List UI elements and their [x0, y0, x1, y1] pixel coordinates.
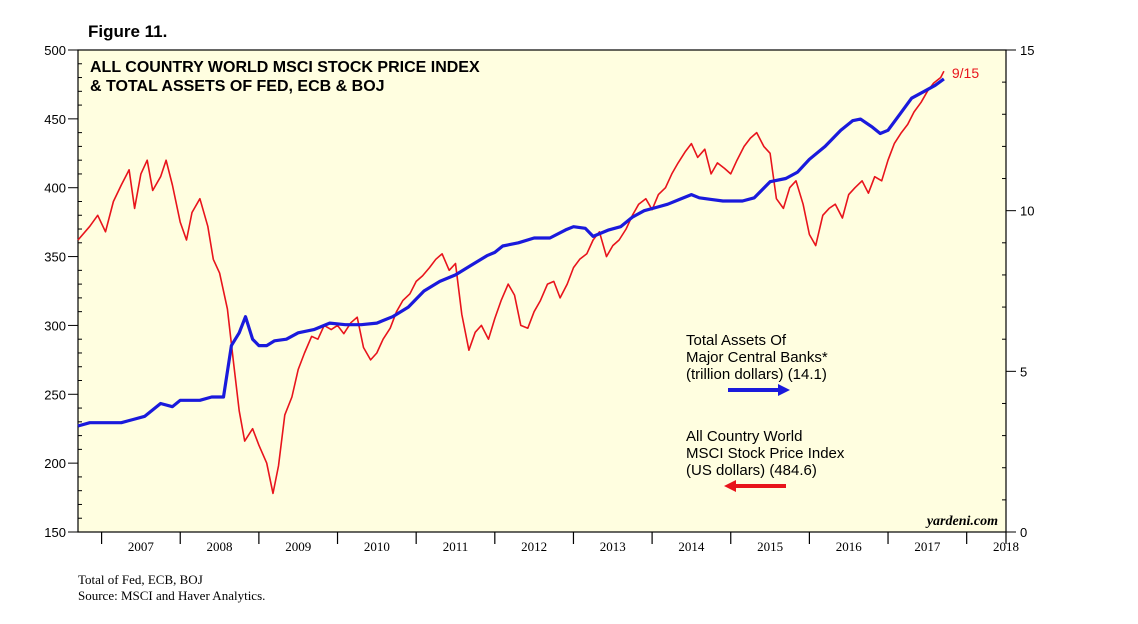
watermark: yardeni.com: [925, 514, 998, 529]
x-tick-label: 2012: [521, 539, 547, 554]
left-tick-label: 450: [44, 112, 66, 127]
right-tick-label: 0: [1020, 525, 1027, 540]
legend-assets-line3: (trillion dollars) (14.1): [686, 366, 827, 383]
legend-msci-arrow: [724, 480, 786, 492]
x-tick-label: 2008: [207, 539, 233, 554]
x-tick-label: 2016: [836, 539, 863, 554]
figure-label: Figure 11.: [88, 22, 168, 41]
right-tick-label: 15: [1020, 43, 1034, 58]
footnote-note: Total of Fed, ECB, BOJ: [78, 572, 203, 587]
x-tick-label: 2011: [443, 539, 469, 554]
x-tick-label: 2010: [364, 539, 390, 554]
x-tick-label: 2007: [128, 539, 155, 554]
plot-background: [77, 49, 1007, 533]
series-layer: [77, 70, 945, 495]
legend-msci-line2: MSCI Stock Price Index: [686, 445, 845, 462]
legend-assets-line2: Major Central Banks*: [686, 349, 828, 366]
chart-title-line1: ALL COUNTRY WORLD MSCI STOCK PRICE INDEX: [90, 59, 480, 76]
left-tick-label: 200: [44, 456, 66, 471]
left-tick-label: 350: [44, 250, 66, 265]
msci-index-line: [77, 70, 945, 495]
left-tick-label: 150: [44, 525, 66, 540]
right-y-axis: 0 5 10 15: [1002, 43, 1034, 540]
x-tick-label: 2017: [914, 539, 941, 554]
x-tick-label: 2014: [678, 539, 705, 554]
x-tick-label: 2013: [600, 539, 626, 554]
left-tick-label: 300: [44, 318, 66, 333]
legend-msci-line3: (US dollars) (484.6): [686, 462, 817, 479]
x-tick-label: 2015: [757, 539, 783, 554]
left-tick-label: 500: [44, 43, 66, 58]
left-tick-label: 250: [44, 387, 66, 402]
chart-title-line2: & TOTAL ASSETS OF FED, ECB & BOJ: [90, 78, 385, 95]
end-date-label: 9/15: [952, 65, 979, 81]
right-tick-label: 5: [1020, 364, 1027, 379]
x-tick-label: 2009: [285, 539, 311, 554]
x-axis: 2007 2008 2009 2010 2011 2012 2013 2014 2015 2016…: [100, 532, 1019, 554]
left-tick-label: 400: [44, 181, 66, 196]
left-y-axis: 150 200 250 300 350 400 450 500: [44, 43, 82, 540]
legend-msci-line1: All Country World: [686, 428, 802, 445]
footnote-source: Source: MSCI and Haver Analytics.: [78, 588, 266, 603]
x-tick-label: 2018: [993, 539, 1019, 554]
legend-assets-arrow: [728, 384, 790, 396]
legend-assets-line1: Total Assets Of: [686, 332, 787, 349]
right-tick-label: 10: [1020, 204, 1034, 219]
central-bank-assets-line: [77, 77, 945, 428]
